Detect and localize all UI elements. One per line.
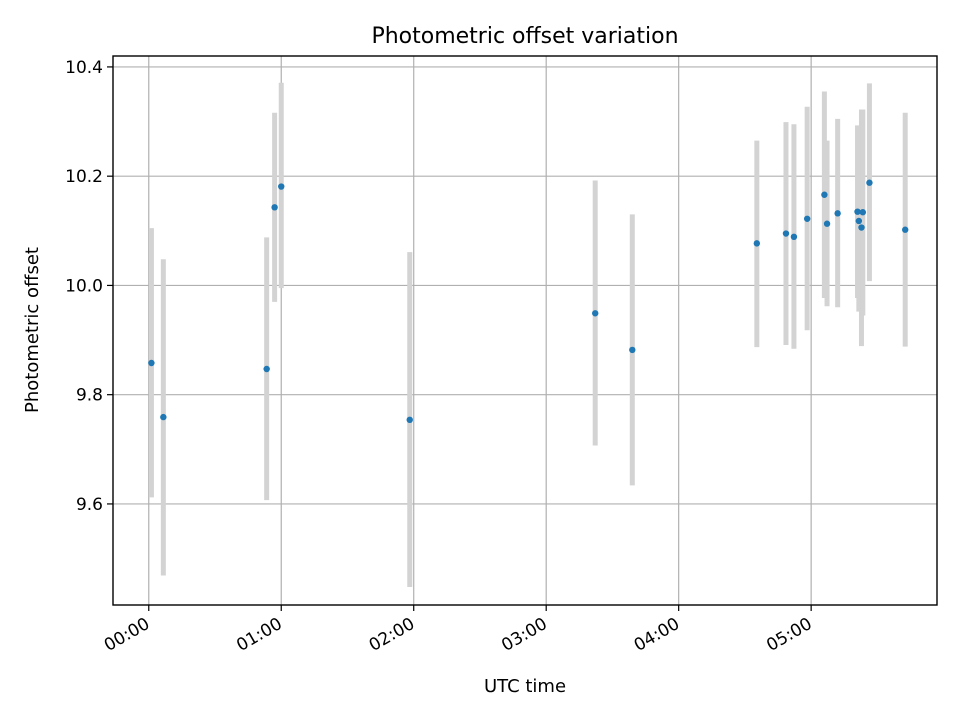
- data-point: [823, 220, 831, 227]
- y-axis-label: Photometric offset: [22, 247, 43, 413]
- data-point: [271, 204, 278, 211]
- data-point: [854, 208, 861, 215]
- chart-title: Photometric offset variation: [371, 24, 678, 49]
- data-point: [753, 240, 761, 247]
- data-point: [406, 416, 413, 424]
- data-point: [263, 365, 270, 373]
- x-axis-label: UTC time: [484, 676, 566, 697]
- plot-frame: [112, 55, 938, 606]
- data-point: [160, 413, 167, 421]
- data-point: [866, 179, 873, 186]
- y-tick-label: 9.6: [76, 495, 103, 515]
- data-point: [629, 346, 636, 354]
- y-tick-label: 10.4: [65, 58, 103, 78]
- data-point: [821, 191, 828, 198]
- data-point: [902, 226, 909, 233]
- y-tick-label: 10.2: [65, 167, 103, 187]
- data-point: [782, 230, 790, 237]
- data-point: [148, 359, 155, 367]
- y-tick-label: 9.8: [76, 386, 103, 406]
- data-point: [803, 215, 811, 222]
- data-point: [278, 183, 285, 190]
- data-point: [834, 210, 841, 217]
- data-point: [592, 310, 599, 317]
- data-point: [859, 209, 867, 216]
- data-point: [790, 233, 798, 241]
- data-point: [855, 217, 863, 225]
- y-tick-label: 10.0: [65, 276, 103, 296]
- data-point: [858, 224, 865, 231]
- data-points: [148, 179, 909, 424]
